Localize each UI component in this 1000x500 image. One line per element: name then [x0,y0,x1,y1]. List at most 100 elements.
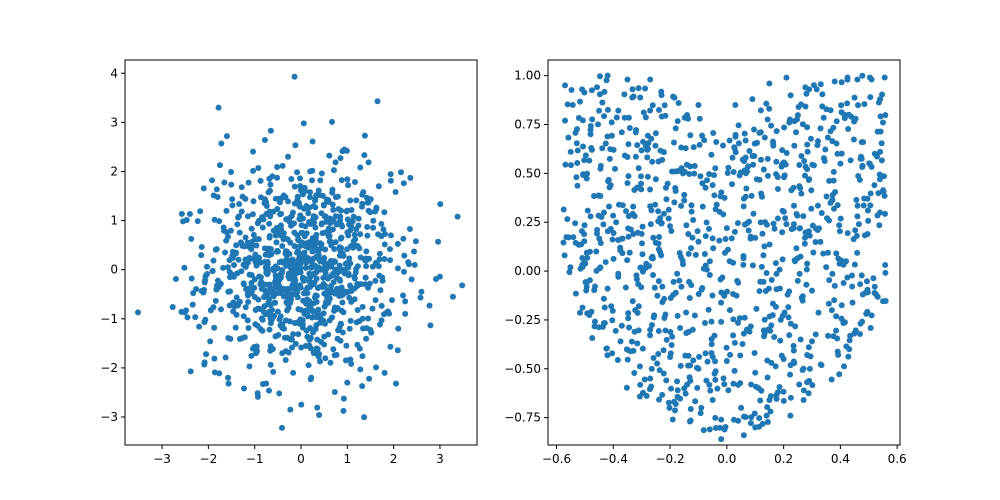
data-point [668,228,675,235]
data-point [402,310,409,317]
data-point [674,270,681,277]
data-point [256,217,263,224]
data-point [411,248,418,255]
x-tick-label: −0.6 [542,452,571,466]
data-point [569,101,576,108]
data-point [289,209,296,216]
data-point [829,196,836,203]
data-point [648,383,655,390]
data-point [246,271,253,278]
data-point [345,288,352,295]
data-point [337,320,344,327]
data-point [850,136,857,143]
data-point [748,414,755,421]
data-point [272,299,279,306]
data-point [181,309,188,316]
data-point [741,158,748,165]
data-point [697,173,704,180]
data-point [692,398,699,405]
data-point [792,323,799,330]
data-point [833,140,840,147]
data-point [780,159,787,166]
data-point [866,74,873,81]
data-point [692,251,699,258]
data-point [584,254,591,261]
data-point [814,202,821,209]
data-point [740,252,747,259]
data-point [647,375,654,382]
data-point [588,145,595,152]
data-point [838,257,845,264]
data-point [378,302,385,309]
data-point [276,289,283,296]
data-point [245,325,252,332]
data-point [340,407,347,414]
data-point [296,199,303,206]
data-point [730,316,737,323]
data-point [381,256,388,263]
data-point [369,305,376,312]
data-point [806,232,813,239]
data-point [254,322,261,329]
data-point [831,205,838,212]
data-point [292,142,299,149]
data-point [266,311,273,318]
data-point [435,238,442,245]
data-point [256,306,263,313]
data-point [178,210,185,217]
data-point [807,135,814,142]
data-point [786,332,793,339]
data-point [877,128,884,135]
data-point [287,406,294,413]
data-point [228,181,235,188]
data-point [834,150,841,157]
data-point [332,159,339,166]
data-point [629,86,636,93]
data-point [654,292,661,299]
data-point [328,287,335,294]
data-point [267,211,274,218]
data-point [309,177,316,184]
data-point [257,274,264,281]
data-point [235,256,242,263]
data-point [570,234,577,241]
data-point [279,267,286,274]
data-point [858,272,865,279]
data-point [764,172,771,179]
y-tick-label: 4 [110,66,118,80]
data-point [325,299,332,306]
data-point [365,199,372,206]
data-point [615,270,622,277]
data-point [763,270,770,277]
data-point [294,294,301,301]
data-point [233,242,240,249]
data-point [801,240,808,247]
data-point [678,144,685,151]
data-point [593,248,600,255]
axes-frame [547,59,901,446]
data-point [566,269,573,276]
data-point [276,390,283,397]
x-tick-label: 0.2 [774,452,793,466]
data-point [282,250,289,257]
data-point [867,94,874,101]
data-point [272,333,279,340]
data-point [604,72,611,79]
data-point [681,168,688,175]
data-point [266,234,273,241]
data-point [346,325,353,332]
data-point [198,252,205,259]
data-point [221,179,228,186]
data-point [761,333,768,340]
data-point [225,233,232,240]
data-point [388,297,395,304]
data-point [332,239,339,246]
data-point [878,140,885,147]
data-point [651,284,658,291]
data-point [617,244,624,251]
data-point [799,121,806,128]
data-point [846,337,853,344]
data-point [662,327,669,334]
data-point [878,157,885,164]
data-point [340,395,347,402]
